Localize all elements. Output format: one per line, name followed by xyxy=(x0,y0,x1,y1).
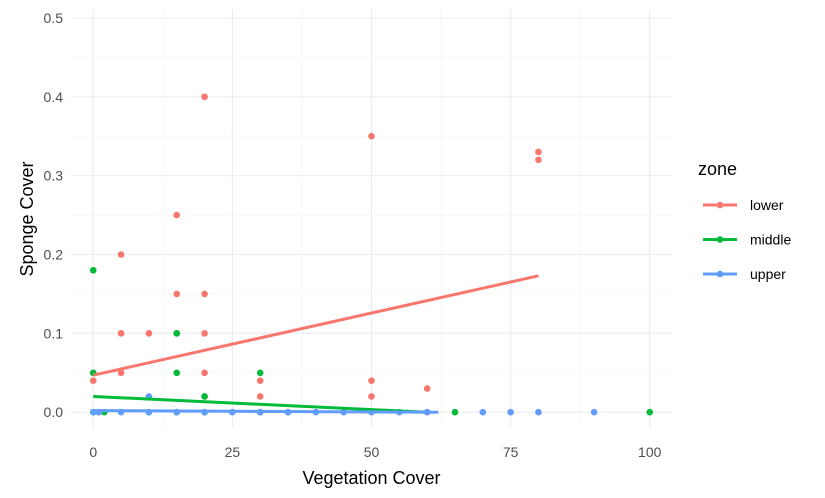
point-lower xyxy=(201,330,208,337)
data-points xyxy=(89,93,654,416)
y-tick-label: 0.2 xyxy=(44,246,64,262)
legend-label: middle xyxy=(750,232,791,248)
legend: zone lower middle upper xyxy=(698,159,791,282)
point-lower xyxy=(535,156,542,164)
point-middle xyxy=(201,393,208,400)
point-lower xyxy=(89,377,97,384)
point-lower xyxy=(368,132,375,140)
point-upper xyxy=(507,408,514,416)
legend-item-middle: middle xyxy=(703,232,791,248)
legend-label: lower xyxy=(750,197,784,213)
y-tick-label: 0.4 xyxy=(44,89,64,105)
point-lower xyxy=(256,393,264,400)
grid xyxy=(71,10,672,428)
point-lower xyxy=(201,369,208,377)
point-middle xyxy=(89,266,97,274)
y-tick-label: 0.1 xyxy=(44,325,64,341)
legend-key-point xyxy=(716,201,724,209)
point-lower xyxy=(173,211,181,219)
point-lower xyxy=(368,393,375,400)
y-axis-title: Sponge Cover xyxy=(17,161,37,276)
point-middle xyxy=(173,330,181,337)
point-lower xyxy=(535,148,542,156)
point-middle xyxy=(451,408,459,416)
point-middle xyxy=(646,408,654,416)
y-tick-label: 0.3 xyxy=(44,168,64,184)
legend-item-lower: lower xyxy=(703,197,784,213)
legend-title: zone xyxy=(698,159,737,179)
point-middle xyxy=(173,369,181,377)
point-lower xyxy=(145,330,153,337)
legend-key-point xyxy=(716,270,724,278)
x-tick-label: 50 xyxy=(364,444,380,460)
trend-lines xyxy=(92,274,539,414)
legend-item-upper: upper xyxy=(703,266,786,282)
trend-line-lower xyxy=(92,274,539,377)
legend-key-point xyxy=(716,236,724,243)
trend-line-middle xyxy=(93,394,428,414)
trend-line-upper xyxy=(93,409,439,414)
point-upper xyxy=(590,408,598,416)
x-tick-label: 0 xyxy=(89,444,97,460)
point-lower xyxy=(117,251,125,258)
y-tick-label: 0.5 xyxy=(44,10,64,26)
point-lower xyxy=(201,290,208,298)
point-upper xyxy=(479,408,487,416)
point-lower xyxy=(368,377,375,384)
point-lower xyxy=(256,377,264,384)
x-axis-title: Vegetation Cover xyxy=(302,468,440,488)
x-tick-label: 25 xyxy=(225,444,241,460)
y-axis-ticks: 0.0 0.1 0.2 0.3 0.4 0.5 xyxy=(44,10,64,420)
point-lower xyxy=(117,330,125,337)
point-lower xyxy=(423,385,431,392)
point-middle xyxy=(256,369,264,377)
x-axis-ticks: 0 25 50 75 100 xyxy=(89,444,661,460)
point-lower xyxy=(117,369,125,377)
x-tick-label: 75 xyxy=(503,444,519,460)
x-tick-label: 100 xyxy=(638,444,662,460)
point-lower xyxy=(201,93,208,101)
point-upper xyxy=(535,408,542,416)
legend-label: upper xyxy=(750,266,786,282)
y-tick-label: 0.0 xyxy=(44,404,64,420)
point-lower xyxy=(173,290,181,298)
